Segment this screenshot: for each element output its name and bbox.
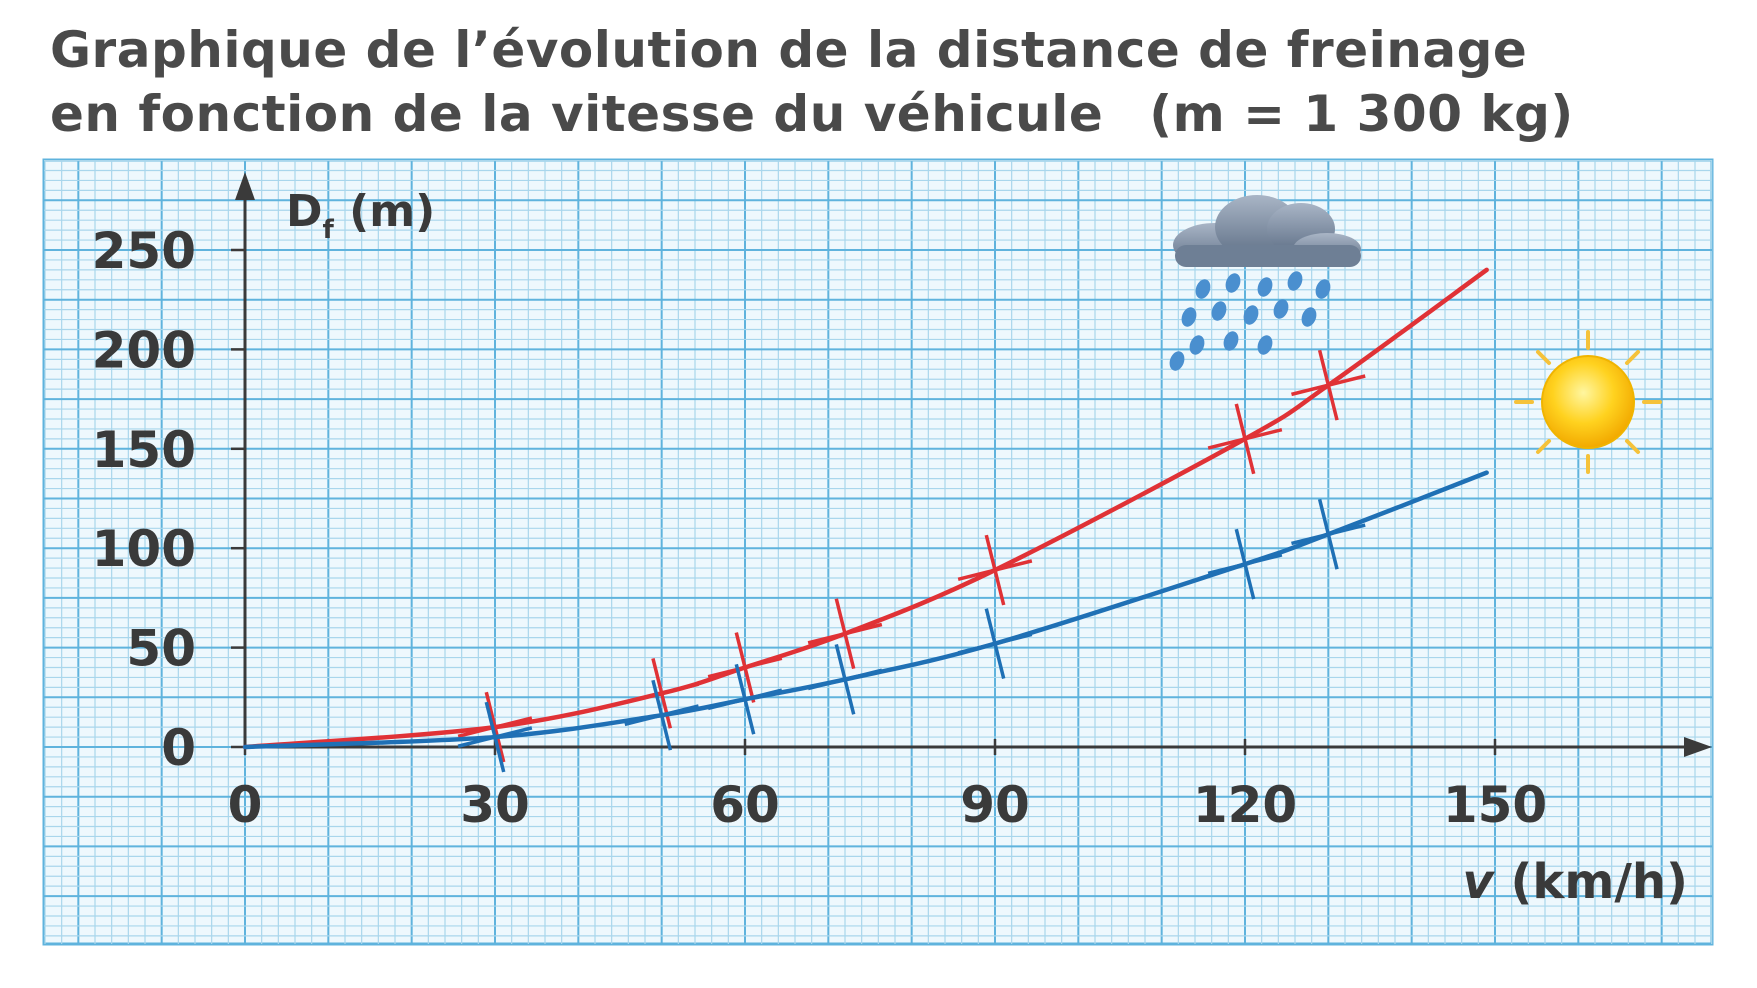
axes: 0 30 60 90 120 150 0 50 100 150 200 250 Df (m) v (km/… [92,172,1712,910]
data-point-vbar [734,663,756,735]
data-point-vbar [984,608,1006,679]
data-point-rain [1207,403,1283,475]
data-point-dry [807,644,883,715]
data-point-vbar [1317,498,1339,570]
data-point-vbar [1234,528,1256,600]
chart-title-mass: (m = 1 300 kg) [1149,85,1574,143]
data-point-rain [624,657,699,729]
y-tick-label: 0 [161,719,196,777]
x-tick-label: 0 [228,776,263,834]
data-point-vbar [834,644,856,715]
y-tick-label: 150 [92,421,196,479]
data-point-rain [807,598,883,670]
data-point-rain [1291,349,1366,421]
series [242,267,1489,773]
x-tick-label: 60 [710,776,780,834]
series-line-rain [242,267,1489,750]
data-point-dry [1291,498,1366,570]
y-tick-label: 100 [92,520,196,578]
data-point-dry [957,608,1033,679]
data-point-dry [457,701,533,773]
data-point-rain [957,534,1033,606]
data-point-vbar [834,598,856,670]
x-axis-label: v (km/h) [1462,854,1688,910]
data-point-rain [457,691,533,763]
x-tick-label: 120 [1193,776,1297,834]
grid [42,158,1714,946]
chart-title-line-2: en fonction de la vitesse du véhicule (m … [50,82,1574,146]
data-point-dry [707,663,783,735]
data-point-rain [707,632,783,703]
data-point-vbar [1317,349,1339,421]
x-tick-label: 30 [460,776,530,834]
x-tick-label: 150 [1443,776,1547,834]
data-point-vbar [484,701,506,773]
data-point-vbar [1234,403,1256,475]
data-point-dry [1207,528,1283,600]
y-axis-label: Df (m) [286,186,435,245]
icons [1169,195,1662,474]
x-axis-arrow [1684,737,1712,757]
data-point-vbar [484,691,506,763]
chart-title-line-1: Graphique de l’évolution de la distance … [50,21,1528,79]
chart-title: Graphique de l’évolution de la distance … [50,18,1574,146]
data-point-vbar [984,534,1006,606]
data-point-vbar [651,657,673,729]
y-tick-label: 250 [92,222,196,280]
data-point-dry [624,679,699,751]
x-tick-label: 90 [960,776,1030,834]
rain-cloud-icon [1169,195,1361,371]
chart-title-line-2-text: en fonction de la vitesse du véhicule [50,85,1104,143]
y-tick-label: 50 [126,620,196,678]
y-tick-label: 200 [92,321,196,379]
data-point-vbar [734,632,756,703]
sun-icon [1514,330,1662,474]
y-axis-arrow [235,172,255,200]
data-point-vbar [651,679,673,751]
